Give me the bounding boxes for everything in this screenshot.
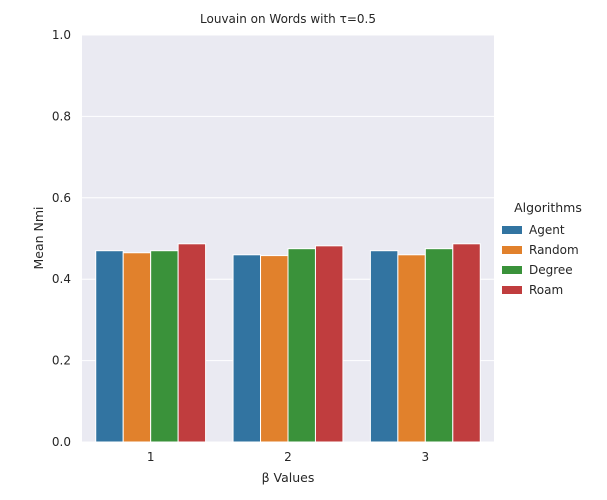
bar-agent-2 [232,254,262,443]
legend-title: Algorithms [514,200,582,215]
bar-roam-3 [452,243,481,443]
bars [95,243,481,443]
legend-swatch-degree [502,266,522,274]
legend: Algorithms Agent Random Degree Roam [502,200,582,297]
legend-swatch-roam [502,286,522,294]
y-axis-ticks: 0.0 0.2 0.4 0.6 0.8 1.0 [52,28,71,449]
bar-random-2 [260,255,289,443]
bar-random-3 [397,254,426,443]
bar-degree-2 [287,248,316,443]
x-axis-ticks: 1 2 3 [147,450,429,464]
y-tick-label: 0.0 [52,435,71,449]
y-axis-label: Mean Nmi [31,206,46,269]
legend-label-roam: Roam [529,283,563,297]
y-tick-label: 0.2 [52,354,71,368]
bar-roam-2 [314,245,344,443]
y-tick-label: 1.0 [52,28,71,42]
x-tick-label: 1 [147,450,155,464]
y-tick-label: 0.4 [52,272,71,286]
x-tick-label: 3 [422,450,430,464]
legend-label-degree: Degree [529,263,573,277]
y-tick-label: 0.8 [52,109,71,123]
bar-degree-1 [150,250,179,443]
legend-swatch-agent [502,226,522,234]
legend-swatch-random [502,246,522,254]
y-tick-label: 0.6 [52,191,71,205]
bar-roam-1 [177,243,207,443]
legend-label-random: Random [529,243,579,257]
chart-title: Louvain on Words with τ=0.5 [200,12,376,26]
bar-random-1 [122,252,152,443]
legend-label-agent: Agent [529,223,565,237]
bar-agent-1 [95,250,124,443]
x-axis-label: β Values [262,470,315,485]
bar-degree-3 [424,248,454,443]
bar-agent-3 [369,250,399,443]
x-tick-label: 2 [284,450,292,464]
